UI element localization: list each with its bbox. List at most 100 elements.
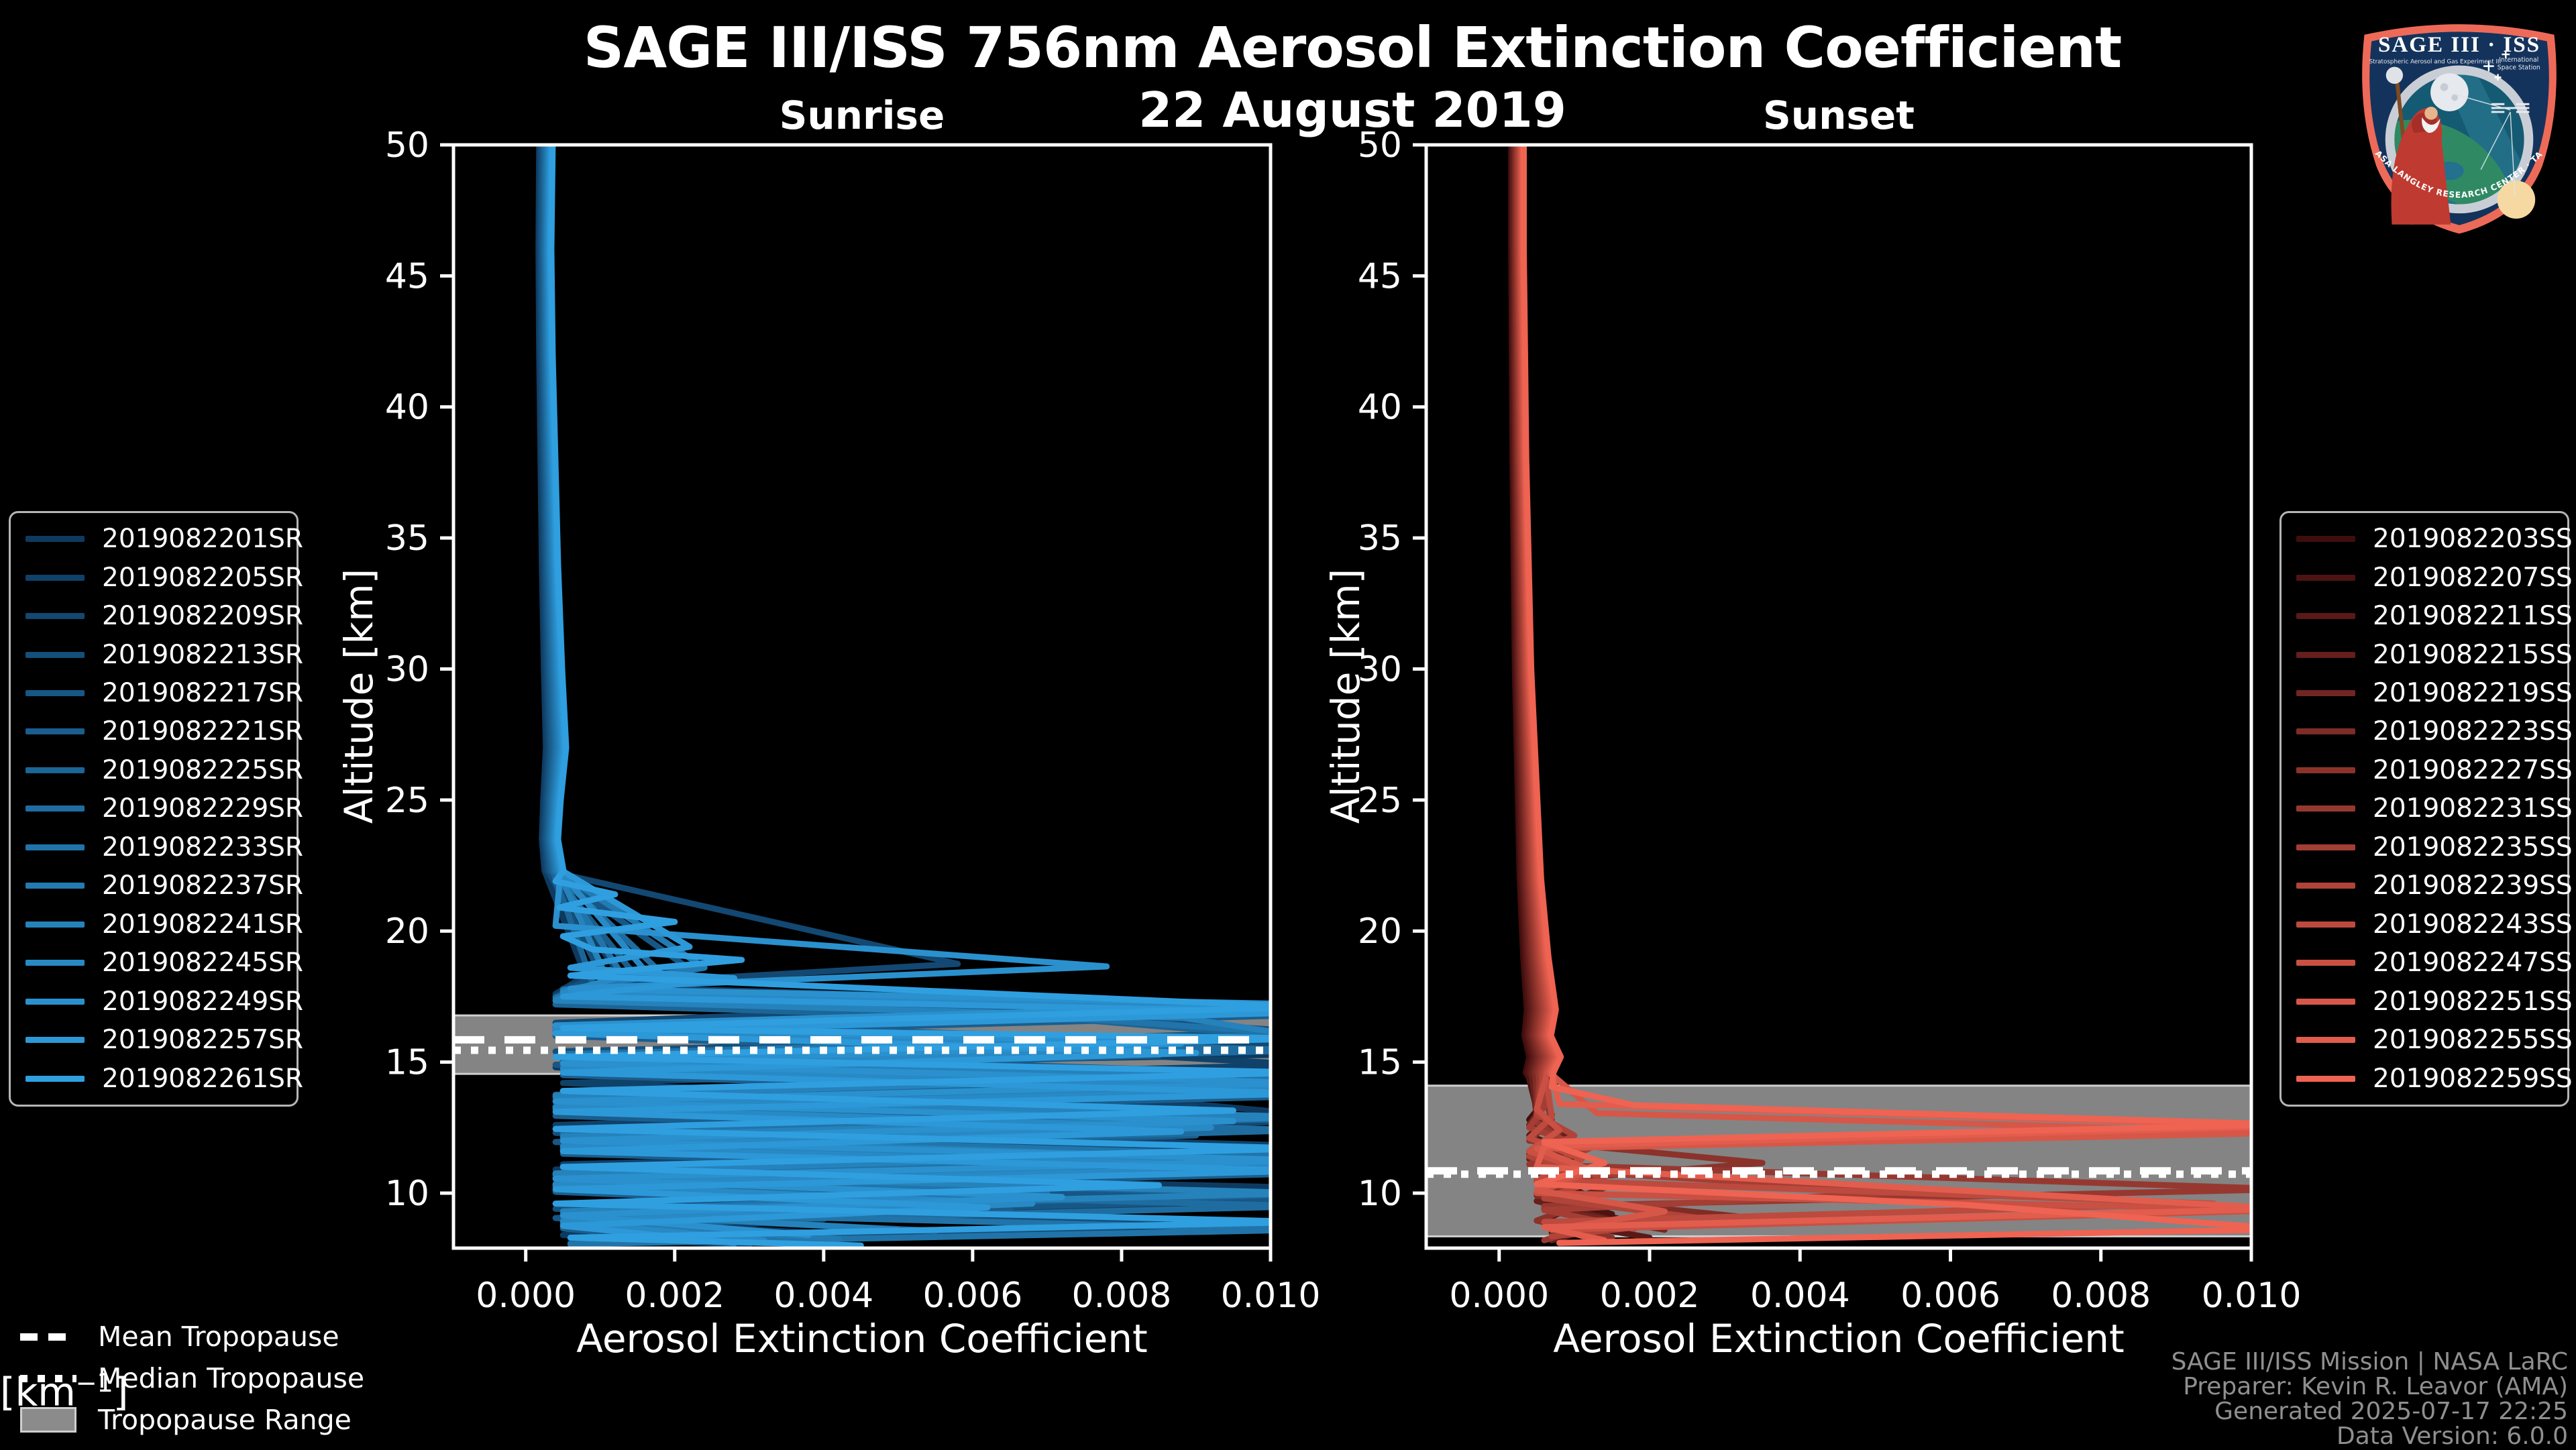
y-tick-label: 35 (385, 518, 429, 559)
axes-box (451, 143, 1273, 1250)
legend-item: 2019082229SR (11, 793, 303, 824)
attribution-preparer: Preparer: Kevin R. Leavor (AMA) (2183, 1373, 2568, 1400)
legend-label: 2019082233SR (102, 832, 303, 862)
legend-label: 2019082235SS (2373, 832, 2573, 862)
legend-label: 2019082249SR (102, 986, 303, 1017)
legend-label: 2019082237SR (102, 871, 303, 901)
legend-swatch (2296, 805, 2355, 812)
median-tropopause-label: Median Tropopause (98, 1362, 365, 1394)
legend-label: 2019082213SR (102, 639, 303, 670)
legend-swatch (25, 574, 85, 581)
ylabel-sunset: Altitude [km] (1323, 568, 1368, 824)
legend-item: 2019082237SR (11, 871, 303, 901)
legend-item: 2019082231SS (2282, 793, 2573, 824)
tick-labels: 0.000 0.002 0.004 0.006 0.008 0.010 50 45 40 35 30… (385, 125, 1321, 1316)
attribution: SAGE III/ISS Mission | NASA LaRC Prepare… (2171, 1349, 2568, 1449)
legend-label: 2019082219SS (2373, 678, 2573, 709)
x-tick-label: 0.006 (1900, 1276, 2000, 1316)
legend-label: 2019082241SR (102, 909, 303, 940)
legend-item: 2019082225SR (11, 755, 303, 785)
logo-right-text-2: Space Station (2498, 64, 2540, 72)
legend-item: 2019082223SS (2282, 716, 2573, 746)
panel-title-sunset: Sunset (1763, 93, 1915, 138)
legend-item: 2019082247SS (2282, 948, 2573, 978)
y-tick-label: 10 (385, 1174, 429, 1214)
profile-2019082231SS (1514, 145, 2251, 1243)
legend-swatch (25, 1037, 85, 1044)
mean-tropopause-legend-item: Mean Tropopause (20, 1316, 364, 1357)
xunit-sup: −1 (75, 1368, 113, 1398)
legend-item: 2019082259SS (2282, 1064, 2573, 1094)
legend-swatch (2296, 844, 2355, 850)
axes-box (1424, 143, 2253, 1250)
legend-item: 2019082215SS (2282, 640, 2573, 670)
legend-label: 2019082245SR (102, 948, 303, 979)
legend-item: 2019082227SS (2282, 755, 2573, 785)
panel-title-sunrise: Sunrise (779, 93, 945, 138)
sunrise-legend: 2019082201SR 2019082205SR 2019082209SR 2019… (9, 511, 303, 1107)
legend-item: 2019082233SR (11, 832, 303, 862)
sage-iss-logo: SAGE III · ISS Stratospheric Aerosol and… (2351, 8, 2557, 234)
legend-label: 2019082243SS (2373, 909, 2573, 940)
sunset-legend: 2019082203SS 2019082207SS 2019082211SS 2019… (2279, 511, 2573, 1107)
legend-label: 2019082229SR (102, 793, 303, 824)
sunrise-plot-series-lines (535, 145, 1271, 1248)
legend-swatch (25, 998, 85, 1005)
legend-label: 2019082221SR (102, 716, 303, 747)
x-tick-label: 0.000 (476, 1276, 576, 1316)
legend-swatch (25, 883, 85, 889)
figure-date: 22 August 2019 (1138, 82, 1566, 138)
legend-swatch (2296, 883, 2355, 889)
x-tick-label: 0.000 (1449, 1276, 1549, 1316)
y-tick-label: 50 (1358, 125, 1402, 166)
legend-label: 2019082209SR (102, 601, 303, 632)
profile-2019082243SS (1517, 145, 2217, 1242)
legend-swatch (2296, 960, 2355, 966)
logo-right-text-1: International (2499, 56, 2538, 64)
legend-label: 2019082203SS (2373, 524, 2573, 555)
legend-swatch (25, 805, 85, 812)
y-tick-label: 40 (1358, 388, 1402, 428)
tropopause-legend: Mean Tropopause Median Tropopause Tropop… (20, 1316, 364, 1441)
y-tick-label: 25 (1358, 781, 1402, 821)
legend-item: 2019082239SS (2282, 871, 2573, 901)
legend-item: 2019082257SR (11, 1025, 303, 1055)
logo-title: SAGE III · ISS (2378, 32, 2540, 57)
legend-swatch (25, 844, 85, 850)
tick-labels: 0.000 0.002 0.004 0.006 0.008 0.010 50 45 40 35 30… (1358, 125, 2302, 1316)
legend-label: 2019082201SR (102, 524, 303, 555)
legend-label: 2019082251SS (2373, 986, 2573, 1017)
legend-item: 2019082243SS (2282, 909, 2573, 940)
legend-item: 2019082241SR (11, 909, 303, 940)
legend-label: 2019082259SS (2373, 1063, 2573, 1094)
legend-swatch (2296, 536, 2355, 543)
profile-2019082251SS (1519, 145, 2251, 1233)
mean-tropopause-swatch (20, 1333, 76, 1341)
x-tick-label: 0.008 (2051, 1276, 2151, 1316)
legend-label: 2019082255SS (2373, 1025, 2573, 1056)
y-tick-label: 20 (1358, 911, 1402, 952)
y-tick-label: 25 (385, 781, 429, 821)
attribution-mission: SAGE III/ISS Mission | NASA LaRC (2171, 1348, 2568, 1376)
attribution-version: Data Version: 6.0.0 (2337, 1423, 2568, 1450)
sunset-plot: 0.000 0.002 0.004 0.006 0.008 0.010 50 45 40 35 30… (1358, 125, 2302, 1316)
legend-item: 2019082201SR (11, 524, 303, 554)
legend-item: 2019082207SS (2282, 563, 2573, 593)
attribution-generated: Generated 2025-07-17 22:25 (2214, 1398, 2568, 1425)
y-tick-label: 40 (385, 388, 429, 428)
legend-item: 2019082209SR (11, 601, 303, 631)
tick-marks (1413, 143, 2253, 1262)
legend-swatch (2296, 767, 2355, 773)
legend-swatch (2296, 921, 2355, 928)
x-tick-label: 0.008 (1072, 1276, 1172, 1316)
y-tick-label: 50 (385, 125, 429, 166)
legend-label: 2019082261SR (102, 1063, 303, 1094)
legend-label: 2019082223SS (2373, 716, 2573, 747)
x-tick-label: 0.004 (1750, 1276, 1850, 1316)
legend-item: 2019082261SR (11, 1064, 303, 1094)
y-tick-label: 15 (385, 1043, 429, 1083)
legend-item: 2019082235SS (2282, 832, 2573, 862)
legend-label: 2019082231SS (2373, 793, 2573, 824)
legend-swatch (25, 921, 85, 928)
